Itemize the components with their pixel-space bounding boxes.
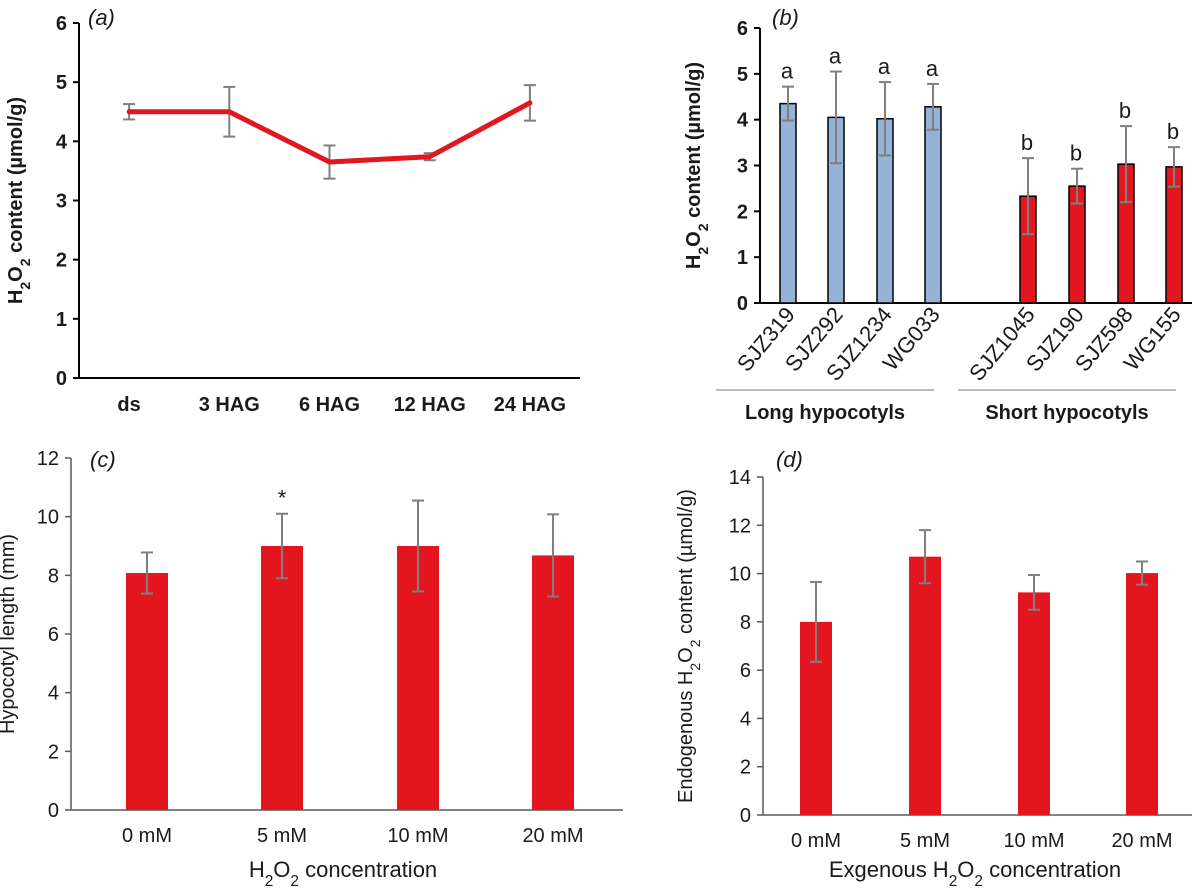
- y-tick-label: 10: [729, 564, 751, 586]
- panel-d: 0 2 4 6 8 10 12 14 0 mM 5 mM 10 mM 20 mM Exgenous H2…: [675, 447, 1192, 890]
- bar: [126, 572, 168, 810]
- y-tick-label: 12: [37, 448, 59, 470]
- data-point: [126, 109, 132, 115]
- x-tick-label: 5 mM: [900, 830, 950, 852]
- y-tick-label: 0: [48, 800, 59, 822]
- significance-letter: b: [1119, 98, 1131, 123]
- y-tick-label: 1: [737, 247, 748, 269]
- y-axis-title: Endogenous H2O2 content (µmol/g): [675, 489, 703, 803]
- y-tick-label: 5: [737, 64, 748, 86]
- y-tick-label: 2: [56, 250, 67, 272]
- bar: [1018, 592, 1050, 815]
- x-tick-label: 0 mM: [791, 830, 841, 852]
- y-tick-label: 12: [729, 515, 751, 537]
- y-tick-label: 3: [56, 191, 67, 213]
- significance-marker: *: [278, 486, 287, 511]
- x-tick-label: 20 mM: [1111, 830, 1172, 852]
- y-tick-label: 6: [56, 13, 67, 35]
- y-tick-label: 6: [740, 660, 751, 682]
- bar: [532, 555, 574, 810]
- x-tick-label: 6 HAG: [299, 394, 360, 416]
- y-tick-label: 0: [740, 805, 751, 827]
- y-tick-label: 4: [740, 708, 751, 730]
- y-axis-title: H2O2 content (µmol/g): [683, 62, 711, 269]
- y-axis-title: H2O2 content (µmol/g): [5, 97, 33, 304]
- panel-label: (a): [88, 5, 115, 30]
- y-tick-label: 4: [56, 131, 68, 153]
- y-tick-label: 8: [740, 612, 751, 634]
- x-tick-label: 3 HAG: [199, 394, 260, 416]
- bar: [924, 106, 942, 304]
- data-point: [427, 154, 433, 160]
- panel-label: (c): [90, 447, 116, 472]
- x-tick-label: 12 HAG: [394, 394, 466, 416]
- y-tick-label: 3: [737, 156, 748, 178]
- y-tick-label: 8: [48, 565, 59, 587]
- significance-letter: b: [1021, 130, 1033, 155]
- y-tick-label: 2: [48, 741, 59, 763]
- x-tick-label: 20 mM: [522, 825, 583, 847]
- x-tick-label: 0 mM: [122, 825, 172, 847]
- y-tick-label: 6: [737, 18, 748, 40]
- y-tick-label: 2: [740, 757, 751, 779]
- significance-letter: a: [829, 44, 842, 69]
- panel-label: (d): [776, 447, 803, 472]
- x-tick-label: 24 HAG: [494, 394, 566, 416]
- panel-a: 0 1 2 3 4 5 6 ds 3 HAG 6 HAG 12 HAG 24 HAG H2O2 cont…: [5, 5, 580, 416]
- group-label: Short hypocotyls: [985, 402, 1148, 424]
- x-tick-label: SJZ1045: [964, 302, 1040, 386]
- y-tick-label: 0: [737, 293, 748, 315]
- bar: [1126, 573, 1158, 815]
- y-tick-label: 4: [48, 683, 59, 705]
- significance-letter: a: [781, 59, 794, 84]
- bar: [779, 102, 797, 304]
- panel-b: 0123456aSJZ319aSJZ292aSJZ1234aWG033bSJZ1…: [683, 5, 1192, 424]
- bar: [909, 556, 941, 815]
- data-point: [327, 159, 332, 165]
- y-tick-label: 6: [48, 624, 59, 646]
- y-tick-label: 10: [37, 507, 59, 529]
- data-point: [226, 109, 232, 115]
- y-axis-title: Hypocotyl length (mm): [0, 534, 19, 734]
- x-tick-label: ds: [117, 394, 140, 416]
- x-tick-label: 10 mM: [1003, 830, 1064, 852]
- panel-c: 0 2 4 6 8 10 12 0 mM 5 mM * 10 mM 20 mM H2O2 concent…: [0, 447, 623, 890]
- y-tick-label: 5: [56, 72, 67, 94]
- significance-letter: a: [926, 56, 939, 81]
- y-tick-label: 14: [729, 467, 751, 489]
- significance-letter: b: [1070, 141, 1082, 166]
- x-axis-title: Exgenous H2O2 concentration: [829, 857, 1121, 890]
- data-point: [527, 100, 533, 106]
- y-tick-label: 4: [737, 110, 749, 132]
- significance-letter: b: [1167, 119, 1179, 144]
- bar: [261, 546, 303, 810]
- panel-label: (b): [772, 5, 799, 30]
- x-axis-title: H2O2 concentration: [249, 857, 437, 890]
- significance-letter: a: [878, 54, 891, 79]
- y-tick-label: 1: [56, 309, 67, 331]
- y-tick-label: 2: [737, 201, 748, 223]
- x-tick-label: 10 mM: [387, 825, 448, 847]
- group-label: Long hypocotyls: [745, 402, 905, 424]
- y-tick-label: 0: [56, 368, 67, 390]
- x-tick-label: 5 mM: [257, 825, 307, 847]
